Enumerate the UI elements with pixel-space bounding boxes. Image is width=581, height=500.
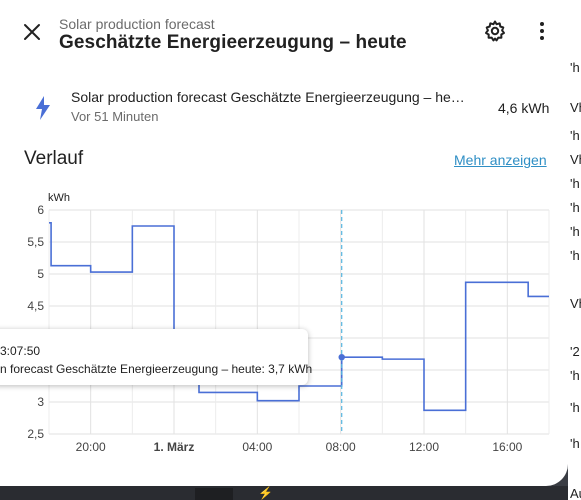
history-title: Verlauf [24, 148, 84, 169]
series-line [49, 222, 549, 412]
close-button[interactable] [20, 20, 44, 44]
x-tick-label: 04:00 [242, 440, 272, 454]
entity-state-value: 4,6 kWh [498, 100, 550, 116]
y-tick-label: 5,5 [27, 235, 44, 249]
y-tick-label: 6 [37, 203, 44, 217]
background-fragment: Aus [570, 486, 581, 500]
background-fragment: 'h [570, 176, 580, 191]
chart-cursor-point [338, 354, 345, 361]
y-axis-unit: kWh [48, 192, 70, 204]
entity-name: Solar production forecast Geschätzte Ene… [71, 89, 465, 105]
y-tick-label: 3 [37, 395, 44, 409]
background-fragment: 'h [570, 128, 580, 143]
x-tick-label: 16:00 [492, 440, 522, 454]
y-tick-label: 2,5 [27, 427, 44, 441]
settings-button[interactable] [483, 19, 507, 43]
background-fragment: 'h [570, 224, 580, 239]
x-tick-label: 20:00 [76, 440, 106, 454]
background-fragment: Vh [570, 152, 581, 167]
background-fragment: 'h [570, 200, 580, 215]
background-fragment: Vh [570, 100, 581, 115]
background-page-strip: 'h Vh 'h Vh 'h 'h 'h 'h Vh '2 'h 'h 'h A… [568, 0, 581, 500]
more-options-button[interactable] [530, 19, 554, 43]
x-tick-label: 12:00 [409, 440, 439, 454]
entity-last-changed: Vor 51 Minuten [71, 109, 159, 124]
background-page-bottom: ⚡ [0, 486, 568, 500]
background-fragment: 'h [570, 60, 580, 75]
y-tick-label: 5 [37, 267, 44, 281]
background-fragment: Vh [570, 296, 581, 311]
more-vertical-icon [540, 22, 544, 40]
background-fragment: 'h [570, 436, 580, 451]
background-fragment: 'h [570, 248, 580, 263]
background-block [195, 488, 233, 500]
close-icon [24, 24, 40, 40]
background-fragment: 'h [570, 368, 580, 383]
tooltip-value: n forecast Geschätzte Energieerzeugung –… [0, 362, 313, 376]
background-fragment: '2 [570, 344, 580, 359]
y-tick-label: 4,5 [27, 299, 44, 313]
gear-icon [485, 20, 505, 42]
chart-tooltip: 3:07:50 n forecast Geschätzte Energieerz… [0, 329, 312, 385]
show-more-link[interactable]: Mehr anzeigen [454, 152, 547, 168]
dialog-subtitle: Solar production forecast [59, 16, 215, 32]
tooltip-time: 3:07:50 [0, 344, 41, 358]
flash-icon: ⚡ [258, 486, 273, 500]
more-info-dialog: Solar production forecast Geschätzte Ene… [0, 0, 568, 486]
dialog-title: Geschätzte Energieerzeugung – heute [59, 32, 407, 53]
x-tick-label: 08:00 [326, 440, 356, 454]
background-fragment: 'h [570, 400, 580, 415]
flash-icon [33, 95, 53, 121]
x-tick-label: 1. März [154, 440, 195, 454]
